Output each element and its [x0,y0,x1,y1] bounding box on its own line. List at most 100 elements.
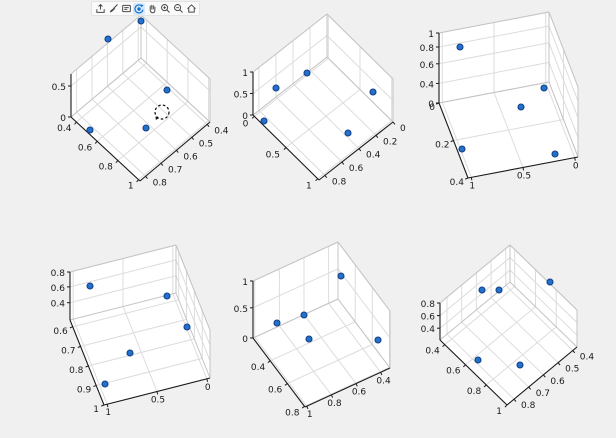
data-point[interactable] [273,319,281,327]
data-point[interactable] [163,86,171,94]
data-point[interactable] [86,126,94,134]
data-point[interactable] [456,43,464,51]
tick-label: 0.8 [421,300,436,310]
tick-label: 0.6 [53,327,68,337]
rotate3d-button[interactable] [133,2,145,15]
tick-label: 0 [242,112,248,122]
tick-label: 0.4 [450,178,465,188]
tick-label: 1 [469,181,475,191]
subplot-6[interactable]: 0.40.60.810.80.70.60.50.40.40.60.8 [421,244,595,417]
tick-label: 0.7 [536,389,550,399]
data-point[interactable] [369,88,377,96]
subplot-5[interactable]: 0.4 0.6 0.8 1 0.8 0.6 0.4 0 0.5 1 [234,241,391,420]
tick-label: 0.5 [234,305,248,315]
data-point[interactable] [374,336,382,344]
datatips-icon [121,4,131,13]
zoom-out-button[interactable] [172,3,184,15]
tick-label: 0.2 [435,141,449,151]
tick-label: 0.4 [580,353,595,363]
tick-label: 0.6 [446,367,461,377]
data-point[interactable] [300,311,308,319]
data-point[interactable] [142,124,150,132]
tick-label: 1 [242,278,248,288]
data-point[interactable] [126,349,134,357]
data-point[interactable] [344,129,352,137]
data-point[interactable] [458,145,466,153]
tick-label: 0 [429,103,435,113]
tick-label: 0.8 [521,401,536,411]
tick-label: 0.4 [366,151,381,161]
tick-label: 0.2 [383,137,397,147]
data-point[interactable] [183,323,191,331]
data-point[interactable] [104,35,112,43]
tick-label: 0.7 [168,165,182,175]
export-button[interactable] [94,3,106,15]
data-point[interactable] [516,361,524,369]
tick-label: 0.5 [234,91,248,101]
data-point[interactable] [260,117,268,125]
tick-label: 1 [307,410,313,420]
zoom-out-icon [173,4,183,13]
data-point[interactable] [137,17,145,25]
tick-label: 0.5 [565,365,579,375]
tick-label: 0.4 [57,124,72,134]
tick-label: 0.8 [153,178,168,188]
tick-label: 0 [242,335,248,345]
zoom-in-icon [160,4,170,13]
data-point[interactable] [478,286,486,294]
tick-label: 1 [306,182,312,192]
tick-label: 0.6 [268,386,283,396]
axes-toolbar [91,1,200,16]
data-point[interactable] [474,356,482,364]
tick-label: 1 [105,408,111,418]
tick-label: 0 [60,114,66,124]
data-point[interactable] [540,84,548,92]
tick-label: 0.6 [421,313,436,323]
tick-label: 0.4 [51,300,66,310]
tick-label: 0.6 [78,143,93,153]
zoom-in-button[interactable] [159,3,171,15]
data-point[interactable] [551,150,559,158]
data-point[interactable] [546,278,554,286]
tick-label: 0.6 [420,61,435,71]
data-point[interactable] [303,69,311,77]
data-point[interactable] [305,335,313,343]
tick-label: 0 [205,383,211,393]
tick-label: 0.5 [266,151,280,161]
rotate-cursor-icon [154,104,170,120]
pan-icon [149,4,155,14]
tick-label: 0.5 [517,172,531,182]
tick-label: 0.6 [352,388,367,398]
tick-label: 0.9 [77,385,92,395]
data-point[interactable] [272,84,280,92]
data-point[interactable] [495,286,503,294]
tick-label: 0.6 [349,164,364,174]
subplot-1[interactable]: 0.40.60.81 0.80.70.60.50.400.5 [52,14,229,192]
tick-label: 0.8 [420,44,435,54]
restore-view-button[interactable] [185,3,197,15]
data-point[interactable] [101,380,109,388]
tick-label: 0.8 [332,177,347,187]
tick-label: 1 [428,30,434,40]
tick-label: 0.7 [61,346,75,356]
tick-label: 0 [243,119,249,129]
tick-label: 0.8 [285,408,300,418]
data-point[interactable] [163,292,171,300]
tick-label: 1 [496,407,502,417]
subplot-4[interactable]: 0.60.70.80.91 10.500.40.60.8 [51,244,211,418]
datatips-button[interactable] [120,3,132,15]
data-point[interactable] [337,272,345,280]
tick-label: 0.5 [199,139,213,149]
tick-label: 0.8 [327,399,342,409]
pan-button[interactable] [146,3,158,15]
tick-label: 0 [573,162,579,172]
tick-label: 0.4 [376,376,391,386]
data-point[interactable] [86,282,94,290]
tick-label: 0.5 [52,83,66,93]
tick-label: 0.8 [51,269,66,279]
data-point[interactable] [517,103,525,111]
brush-button[interactable] [107,3,119,15]
